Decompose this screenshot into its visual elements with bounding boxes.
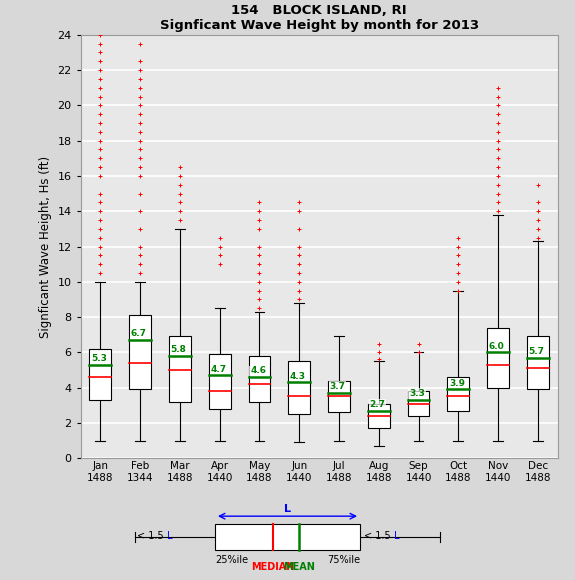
Title: 154   BLOCK ISLAND, RI
Signficant Wave Height by month for 2013: 154 BLOCK ISLAND, RI Signficant Wave Hei… [160, 4, 478, 32]
Bar [487, 328, 509, 387]
Bar [527, 336, 549, 389]
Text: 5.7: 5.7 [528, 347, 545, 356]
Text: 3.9: 3.9 [449, 379, 465, 387]
Text: 3.3: 3.3 [409, 389, 425, 398]
Text: 25%ile: 25%ile [215, 555, 248, 565]
Bar [215, 524, 360, 550]
Bar [288, 361, 310, 414]
Text: MEDIAN: MEDIAN [251, 561, 295, 571]
Text: < 1.5: < 1.5 [365, 531, 394, 541]
Bar [368, 404, 390, 428]
Text: 6.7: 6.7 [131, 329, 147, 338]
Bar [328, 380, 350, 412]
Y-axis label: Signficant Wave Height, Hs (ft): Signficant Wave Height, Hs (ft) [39, 155, 52, 338]
Bar [129, 316, 151, 389]
Text: L: L [167, 531, 172, 541]
Text: L: L [284, 504, 291, 514]
Bar [209, 354, 231, 409]
Text: L: L [394, 531, 400, 541]
Text: 5.8: 5.8 [171, 345, 186, 354]
Text: 3.7: 3.7 [329, 382, 346, 391]
Text: < 1.5: < 1.5 [137, 531, 167, 541]
Text: 2.7: 2.7 [369, 400, 385, 409]
Bar [90, 349, 112, 400]
Text: MEAN: MEAN [283, 561, 315, 571]
Text: 4.7: 4.7 [210, 364, 227, 374]
Bar [408, 391, 430, 416]
Bar [447, 377, 469, 411]
Text: 4.3: 4.3 [290, 372, 306, 380]
Text: 75%ile: 75%ile [327, 555, 360, 565]
Text: 4.6: 4.6 [250, 367, 266, 375]
Bar [248, 356, 270, 402]
Bar [169, 336, 191, 402]
Text: 5.3: 5.3 [91, 354, 107, 363]
Text: 6.0: 6.0 [489, 342, 504, 350]
